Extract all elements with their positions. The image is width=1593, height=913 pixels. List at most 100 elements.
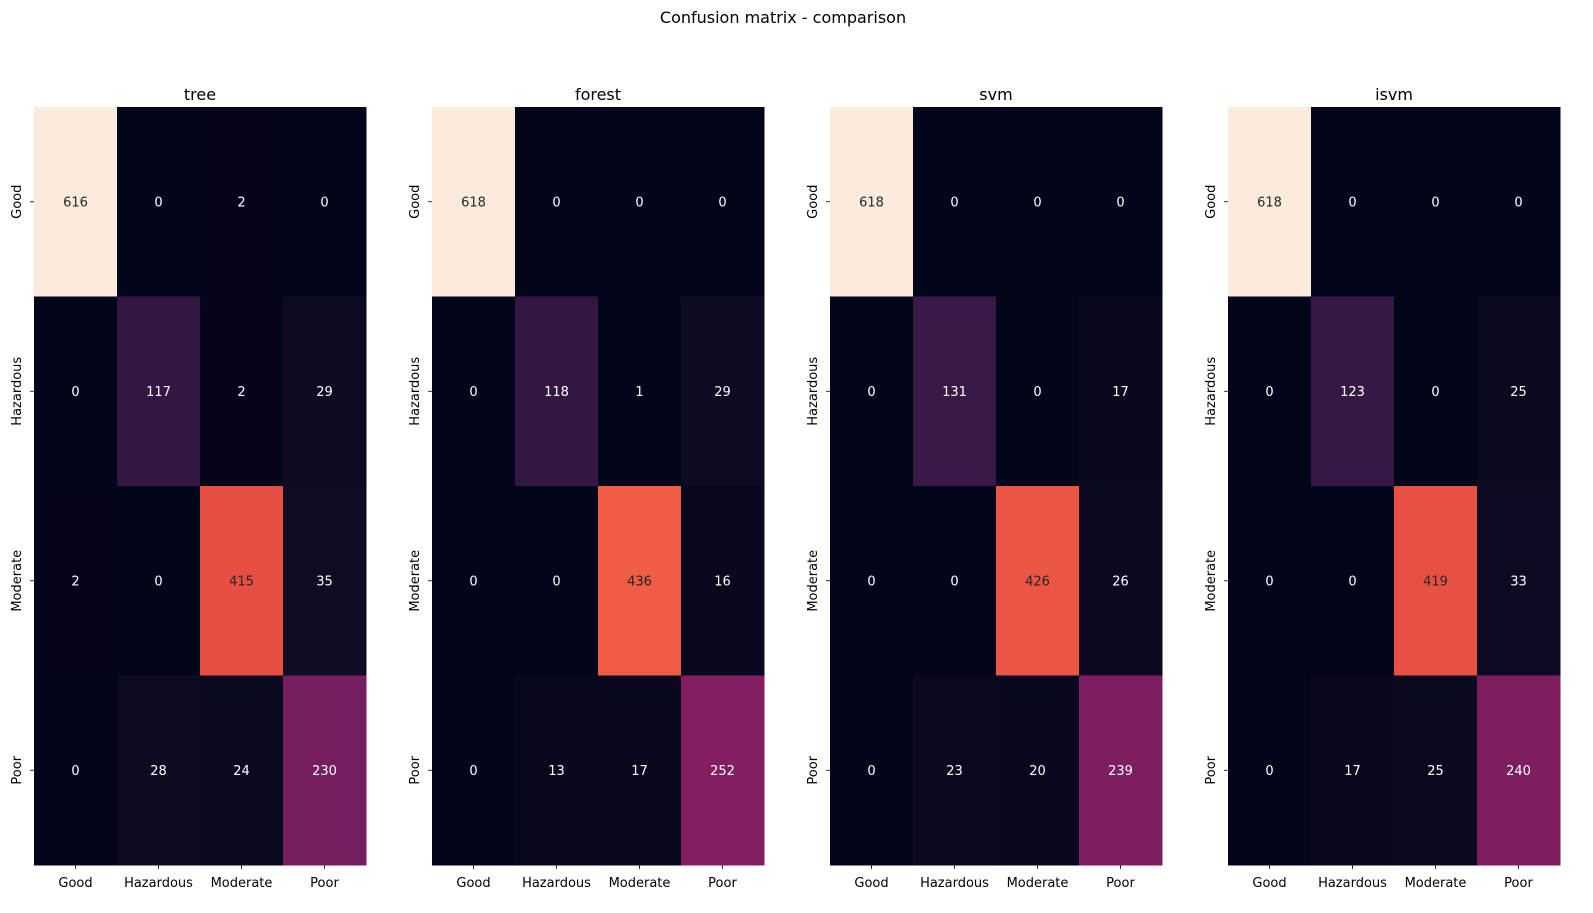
cell-value-label: 25 xyxy=(1510,385,1527,400)
cell-value-label: 0 xyxy=(1265,385,1273,400)
heatmap-cell xyxy=(1311,107,1395,297)
heatmap-cell xyxy=(1394,107,1478,297)
heatmap-cell xyxy=(913,486,997,676)
x-tick-label: Poor xyxy=(1106,876,1135,891)
x-tick-label: Good xyxy=(58,876,92,891)
cell-value-label: 0 xyxy=(154,195,162,210)
heatmap-cell xyxy=(913,296,997,487)
heatmap-cell xyxy=(681,296,765,487)
x-tick-label: Poor xyxy=(310,876,339,891)
heatmap-cell xyxy=(34,296,118,487)
heatmap-cell xyxy=(117,486,201,676)
cell-value-label: 0 xyxy=(1431,195,1439,210)
y-tick-label: Good xyxy=(408,185,423,219)
cell-value-label: 0 xyxy=(1431,385,1439,400)
cell-value-label: 117 xyxy=(146,385,171,400)
heatmap-cell xyxy=(1477,107,1561,297)
heatmap-cell xyxy=(1079,107,1163,297)
heatmap-cell xyxy=(830,486,914,676)
cell-value-label: 35 xyxy=(316,574,333,589)
x-tick-label: Good xyxy=(854,876,888,891)
y-tick-label: Hazardous xyxy=(408,357,423,426)
cell-value-label: 0 xyxy=(1033,385,1041,400)
cell-value-label: 0 xyxy=(469,385,477,400)
y-tick-label: Good xyxy=(806,185,821,219)
cell-value-label: 0 xyxy=(1265,764,1273,779)
heatmap-cell xyxy=(283,107,367,297)
cell-value-label: 0 xyxy=(552,195,560,210)
x-tick-label: Good xyxy=(1252,876,1286,891)
heatmap-cell xyxy=(830,296,914,487)
x-tick-label: Hazardous xyxy=(1318,876,1387,891)
cell-value-label: 618 xyxy=(859,195,884,210)
x-tick-label: Hazardous xyxy=(920,876,989,891)
heatmap-cell xyxy=(432,486,516,676)
y-tick-label: Poor xyxy=(408,755,423,784)
panel-title: isvm xyxy=(1375,85,1413,104)
cell-value-label: 2 xyxy=(237,385,245,400)
cell-value-label: 0 xyxy=(718,195,726,210)
heatmap-cell xyxy=(598,486,682,676)
figure-title: Confusion matrix - comparison xyxy=(660,8,906,27)
heatmap-cell xyxy=(283,486,367,676)
panel-title: forest xyxy=(575,85,621,104)
cell-value-label: 0 xyxy=(469,574,477,589)
cell-value-label: 0 xyxy=(469,764,477,779)
heatmap-cell xyxy=(1079,296,1163,487)
y-tick-label: Moderate xyxy=(10,550,25,612)
heatmap-panel-tree: tree 616 0 2 0 0 117 2 29 2 0 415 35 0 28 24 230 Good Haza… xyxy=(10,85,367,891)
heatmap-cell xyxy=(34,486,118,676)
cell-value-label: 1 xyxy=(635,385,643,400)
heatmap-cell xyxy=(1079,675,1163,866)
heatmap-cell xyxy=(200,486,284,676)
cell-value-label: 0 xyxy=(867,574,875,589)
y-tick-label: Hazardous xyxy=(10,357,25,426)
cell-value-label: 419 xyxy=(1423,574,1448,589)
cell-value-label: 2 xyxy=(71,574,79,589)
cell-value-label: 252 xyxy=(710,764,735,779)
cell-value-label: 0 xyxy=(1033,195,1041,210)
heatmap-cell xyxy=(913,675,997,866)
y-tick-label: Poor xyxy=(806,755,821,784)
cell-value-label: 0 xyxy=(867,385,875,400)
cell-value-label: 618 xyxy=(461,195,486,210)
heatmap-cell xyxy=(830,675,914,866)
heatmap-cell xyxy=(1228,296,1312,487)
heatmap-cell xyxy=(515,486,599,676)
cell-value-label: 29 xyxy=(714,385,731,400)
heatmap-cell xyxy=(598,107,682,297)
heatmap-cell xyxy=(598,675,682,866)
cell-value-label: 0 xyxy=(1348,195,1356,210)
heatmap-panel-forest: forest 618 0 0 0 0 118 1 29 0 0 436 16 0 13 17 252 Good Ha… xyxy=(408,85,765,891)
heatmap-cell xyxy=(432,107,516,297)
heatmap-cell xyxy=(996,107,1080,297)
cell-value-label: 123 xyxy=(1340,385,1365,400)
heatmap-cell xyxy=(1477,486,1561,676)
cell-value-label: 118 xyxy=(544,385,569,400)
heatmap-cell xyxy=(117,675,201,866)
cell-value-label: 0 xyxy=(71,764,79,779)
cell-value-label: 0 xyxy=(867,764,875,779)
x-tick-label: Good xyxy=(456,876,490,891)
cell-value-label: 0 xyxy=(1514,195,1522,210)
heatmap-cell xyxy=(913,107,997,297)
heatmap-cell xyxy=(681,486,765,676)
x-tick-label: Poor xyxy=(1504,876,1533,891)
heatmap-cell xyxy=(432,296,516,487)
cell-value-label: 20 xyxy=(1029,764,1046,779)
cell-value-label: 17 xyxy=(631,764,648,779)
heatmap-cell xyxy=(1311,296,1395,487)
y-tick-label: Poor xyxy=(1204,755,1219,784)
cell-value-label: 0 xyxy=(635,195,643,210)
heatmap-cell xyxy=(1477,675,1561,866)
cell-value-label: 240 xyxy=(1506,764,1531,779)
cell-value-label: 0 xyxy=(1116,195,1124,210)
cell-value-label: 0 xyxy=(71,385,79,400)
cell-value-label: 436 xyxy=(627,574,652,589)
heatmap-cell xyxy=(830,107,914,297)
heatmap-cell xyxy=(515,107,599,297)
heatmap-cell xyxy=(283,296,367,487)
heatmap-cell xyxy=(1394,675,1478,866)
